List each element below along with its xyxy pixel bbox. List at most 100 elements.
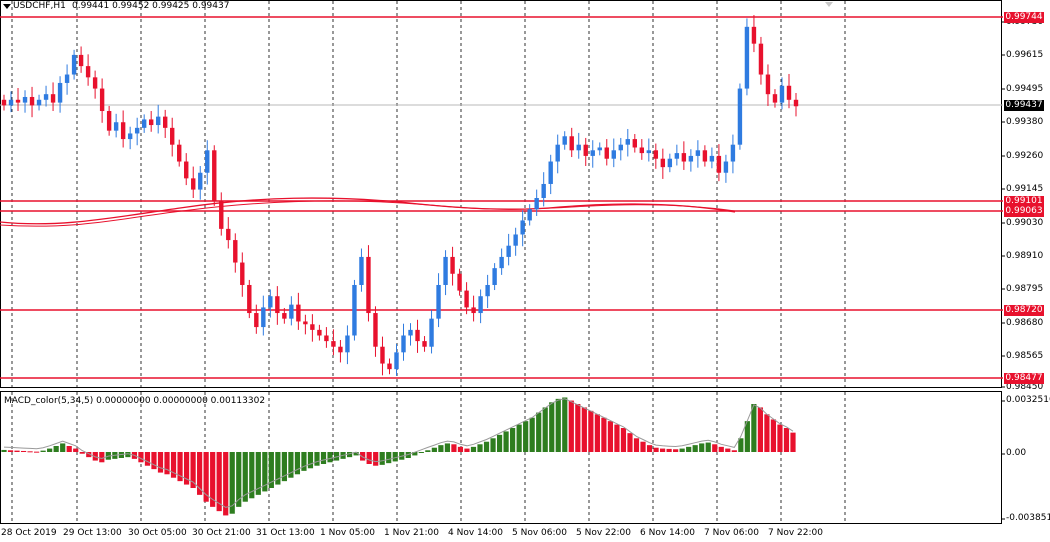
candle-body: [702, 150, 708, 162]
macd-bar: [679, 448, 685, 452]
candle-body: [639, 147, 645, 154]
macd-bar: [594, 414, 600, 452]
candle-body: [331, 341, 336, 347]
macd-bar: [242, 452, 248, 502]
candle-body: [380, 346, 385, 364]
macd-bar: [699, 443, 705, 452]
macd-bar: [320, 452, 327, 464]
candle-body: [520, 220, 525, 235]
candle-body: [254, 313, 259, 328]
macd-bar: [542, 407, 548, 452]
macd-bar: [294, 452, 301, 475]
macd-bar: [607, 421, 614, 452]
candle-body: [212, 150, 217, 201]
candle-body: [604, 147, 609, 159]
candle-body: [198, 172, 203, 190]
candle-body: [772, 94, 778, 103]
level-tag[interactable]: 0.98720: [1004, 305, 1044, 316]
candle-body: [359, 256, 364, 285]
candle-body: [527, 209, 532, 221]
candle-body: [366, 256, 371, 314]
candle-body: [57, 82, 63, 103]
candle-body: [499, 256, 504, 269]
candle-body: [576, 144, 581, 151]
macd-bar: [360, 452, 366, 461]
macd-bar: [725, 448, 731, 452]
level-tag[interactable]: 0.99744: [1004, 12, 1044, 23]
candle-body: [415, 329, 420, 342]
macd-bar: [783, 428, 790, 452]
candle-body: [120, 122, 126, 140]
macd-bar: [555, 398, 561, 452]
macd-bar: [223, 452, 229, 516]
macd-bar: [170, 452, 177, 478]
candle-body: [548, 161, 553, 184]
candle-body: [163, 116, 168, 128]
ohlc-values: 0.99441 0.99452 0.99425 0.99437: [72, 1, 230, 11]
macd-bar: [66, 446, 72, 452]
macd-bar: [40, 450, 46, 452]
time-tick-label: 30 Oct 05:00: [128, 528, 187, 538]
menu-arrow-icon[interactable]: [3, 4, 11, 9]
macd-bar: [464, 448, 470, 452]
macd-bar: [770, 419, 777, 452]
candle-body: [338, 346, 343, 353]
macd-bar: [562, 397, 568, 452]
candle-body: [275, 296, 280, 314]
level-tag[interactable]: 0.98477: [1004, 373, 1044, 384]
candle-body: [632, 139, 637, 148]
main-panel-frame: [0, 0, 1002, 388]
macd-bar: [307, 452, 314, 469]
macd-bar: [144, 452, 151, 466]
macd-bar: [157, 452, 164, 473]
macd-bar: [1, 449, 7, 452]
time-tick-label: 7 Nov 06:00: [704, 528, 759, 538]
macd-bar: [614, 424, 620, 452]
macd-bar: [60, 443, 66, 452]
candle-body: [289, 304, 294, 319]
macd-bar: [601, 417, 607, 452]
candle-body: [471, 307, 476, 314]
macd-bar: [418, 452, 424, 453]
macd-bar: [457, 446, 464, 452]
macd-bar: [53, 446, 59, 452]
level-tag[interactable]: 0.99063: [1004, 206, 1044, 217]
macd-bar: [27, 451, 33, 453]
candle-body: [716, 155, 722, 173]
macd-bar: [705, 442, 711, 452]
macd-bar: [386, 452, 392, 464]
candle-body: [71, 54, 77, 75]
candle-body: [15, 99, 21, 103]
candle-body: [478, 296, 483, 314]
macd-bar: [20, 450, 27, 452]
candle-body: [1, 99, 7, 106]
macd-bar: [314, 452, 320, 466]
macd-bar: [392, 452, 398, 462]
price-tick-label: 0.98680: [1006, 318, 1044, 328]
macd-bar: [425, 450, 431, 452]
candle-body: [134, 127, 140, 134]
macd-bar: [757, 407, 763, 452]
macd-bar: [92, 452, 98, 461]
candle-body: [737, 88, 743, 145]
level-tag[interactable]: 0.99101: [1004, 196, 1044, 207]
symbol-title: USDCHF,H1: [13, 1, 66, 11]
macd-bar: [431, 447, 437, 452]
candle-body: [786, 85, 792, 100]
price-tick-label: 0.98795: [1006, 284, 1044, 294]
macd-bar: [503, 431, 509, 452]
current-price-tag: 0.99437: [1004, 100, 1044, 111]
candle-body: [723, 161, 729, 173]
macd-bar: [164, 452, 170, 475]
candle-body: [555, 144, 560, 162]
price-tick-label: 0.99030: [1006, 218, 1044, 228]
candle-body: [583, 144, 588, 156]
price-tick-label: 0.99495: [1006, 84, 1044, 94]
candle-body: [590, 150, 595, 156]
price-tick-label: 0.98565: [1006, 351, 1044, 361]
candle-body: [36, 99, 42, 106]
ma-slow-line: [0, 197, 736, 225]
candle-body: [219, 200, 224, 229]
